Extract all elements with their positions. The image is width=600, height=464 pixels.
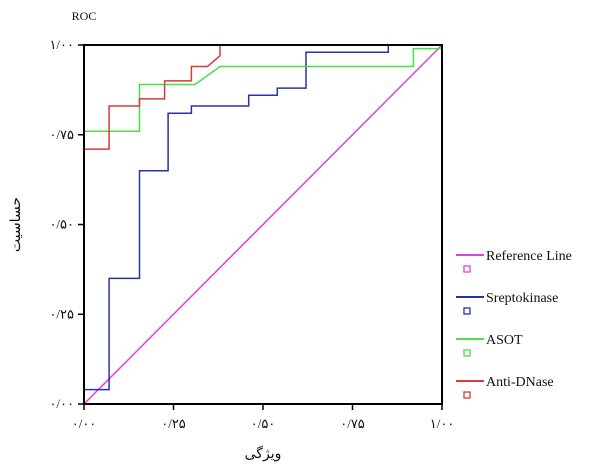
x-tick-label: ۰/۵۰ [251,416,276,431]
y-tick-label: ۰/۵۰ [49,217,74,232]
series-line-reference-line [83,44,443,405]
x-tick-label: ۰/۷۵ [340,416,365,431]
legend: Reference Line Sreptokinase ASOT Anti-DNase [456,249,572,399]
legend-label-asot: ASOT [486,333,523,348]
series-layer [83,44,443,405]
y-tick-label: ۰/۰۰ [49,396,74,411]
y-axis-ticks: ۰/۰۰ ۰/۲۵ ۰/۵۰ ۰/۷۵ ۱/۰۰ [49,37,84,411]
legend-marker-reference-line [463,265,471,273]
x-axis-ticks: ۰/۰۰ ۰/۲۵ ۰/۵۰ ۰/۷۵ ۱/۰۰ [72,404,455,431]
y-tick-label: ۰/۲۵ [49,306,74,321]
y-tick-label: ۰/۷۵ [49,127,74,142]
chart-title: ROC [72,9,97,23]
legend-marker-anti-dnase [463,391,471,399]
legend-label-anti-dnase: Anti-DNase [486,375,554,390]
y-tick-label: ۱/۰۰ [49,37,74,52]
legend-marker-asot [463,349,471,357]
series-line-sreptokinase [84,44,442,391]
x-tick-label: ۰/۰۰ [72,416,97,431]
series-line-anti-dnase [84,44,442,150]
x-axis-title: ویژگی [245,445,282,462]
legend-marker-sreptokinase [463,307,471,315]
y-axis-title: حساسیت [9,197,24,252]
x-tick-label: ۱/۰۰ [430,416,455,431]
x-tick-label: ۰/۲۵ [161,416,186,431]
legend-label-reference-line: Reference Line [486,249,572,264]
series-line-asot [84,47,442,132]
legend-label-sreptokinase: Sreptokinase [486,291,558,306]
